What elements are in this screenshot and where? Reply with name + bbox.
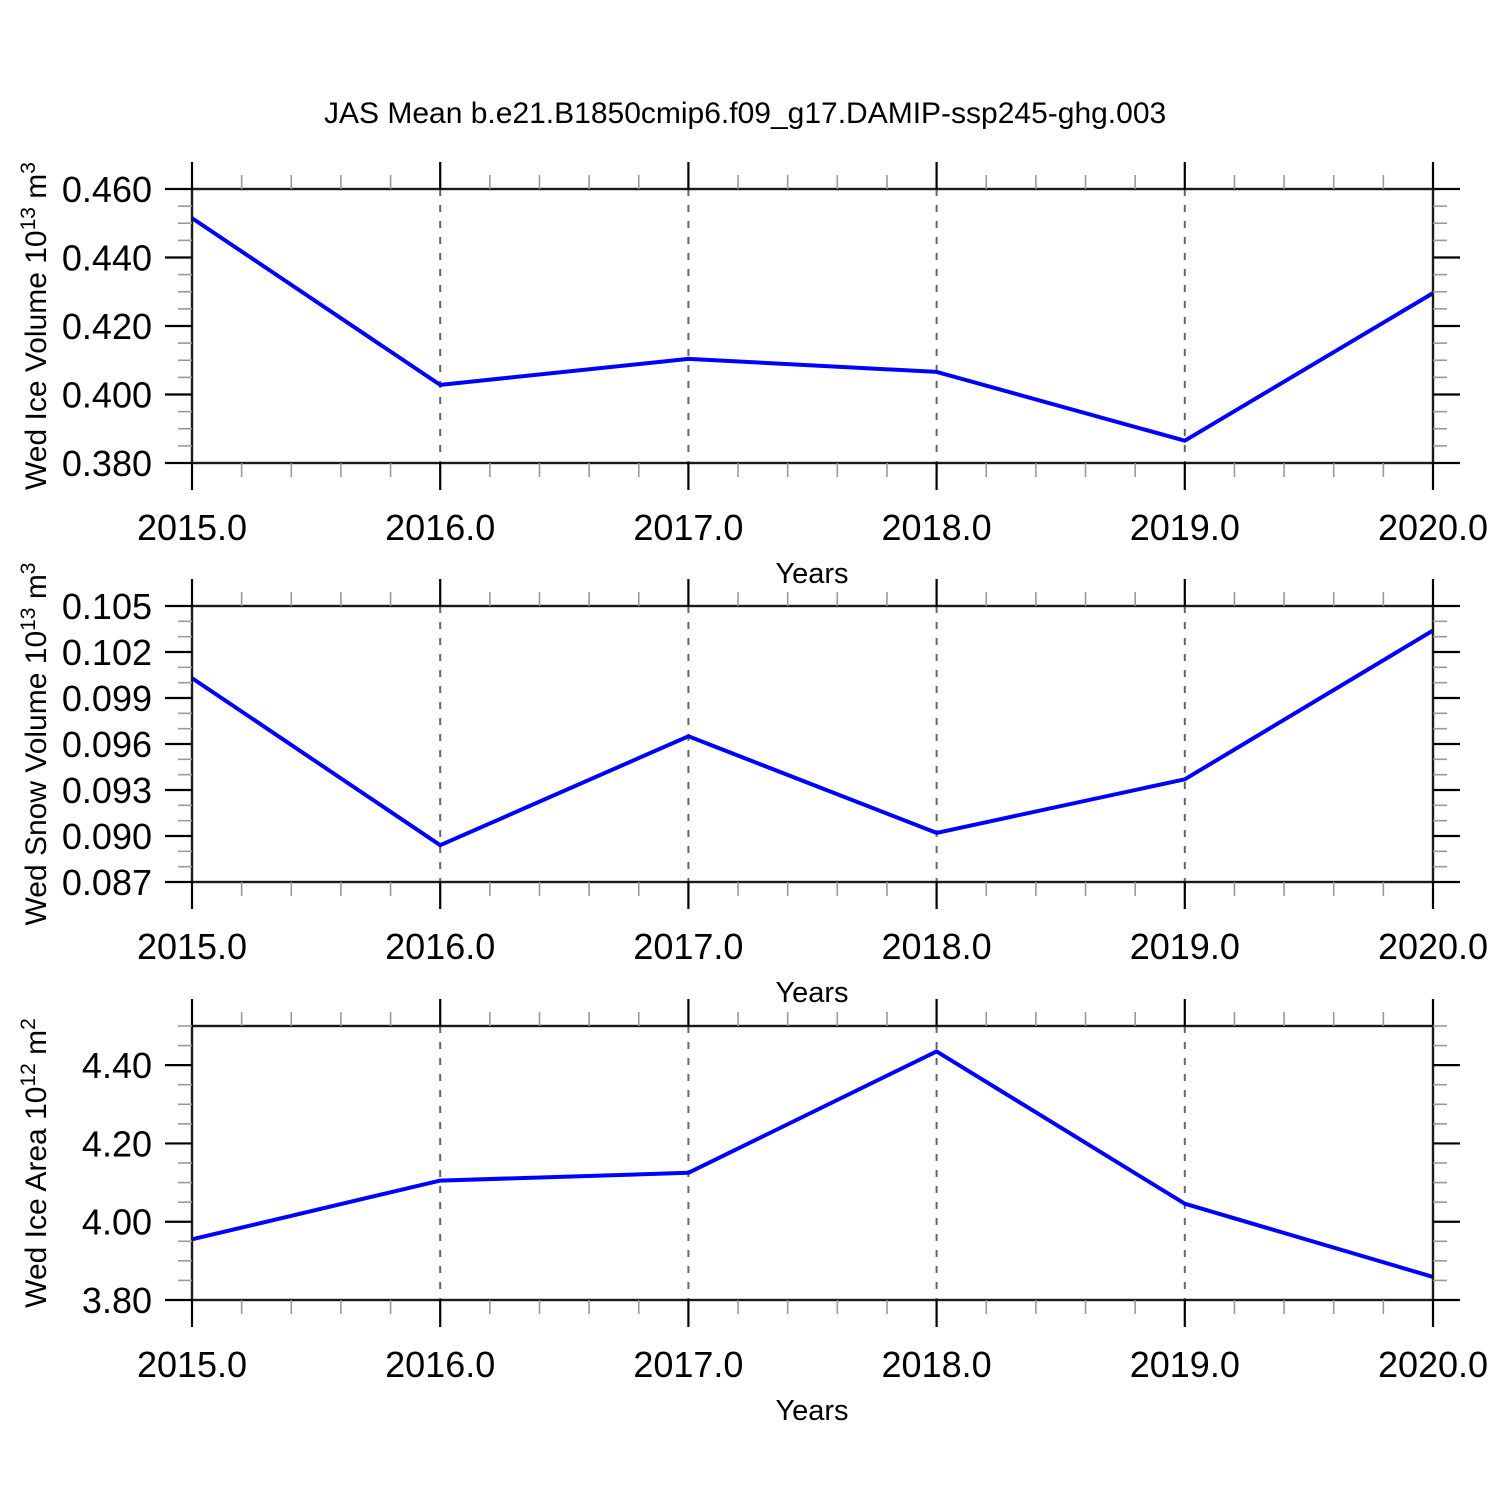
y-axis-label-text: m [20, 1030, 53, 1063]
y-tick-label: 0.099 [62, 678, 152, 719]
x-tick-label: 2015.0 [137, 507, 247, 548]
x-axis-label-panel-2: Years [775, 977, 848, 1009]
plot-frame [190, 1024, 1435, 1302]
y-axis-label-superscript: 3 [17, 162, 40, 174]
x-tick-label: 2016.0 [385, 1344, 495, 1385]
panel-2-wed-snow-volume: 0.105 0.102 0.099 0.096 0.093 0.090 0.087 2015.… [17, 563, 1488, 968]
y-axis-label-superscript: 2 [17, 1018, 40, 1030]
panel-1-wed-ice-volume: 0.460 0.440 0.420 0.400 0.380 2015.0 2016.0 201… [17, 162, 1488, 548]
x-tick-label: 2018.0 [882, 926, 992, 967]
y-axis-label: Wed Ice Area 1012 m2 [17, 1018, 53, 1308]
y-axis-label-text: Wed Ice Volume 10 [20, 230, 53, 490]
y-axis-label-superscript: 3 [17, 563, 40, 575]
y-tick-label: 0.460 [62, 169, 152, 210]
y-tick-label: 0.105 [62, 586, 152, 627]
figure-title: JAS Mean b.e21.B1850cmip6.f09_g17.DAMIP-… [324, 97, 1166, 130]
data-line-wed-ice-area [191, 1049, 1434, 1279]
x-tick-label: 2018.0 [882, 507, 992, 548]
panels-group: 0.460 0.440 0.420 0.400 0.380 2015.0 2016.0 201… [17, 162, 1488, 1385]
y-tick-label: 0.440 [62, 238, 152, 279]
panel-3-wed-ice-area: 4.40 4.20 4.00 3.80 2015.0 2016.0 2017.0 2018.0… [17, 999, 1488, 1385]
data-line-wed-ice-volume [190, 216, 1435, 443]
y-axis-label-superscript: 13 [17, 207, 40, 230]
y-axis-label-text: Wed Snow Volume 10 [20, 631, 53, 926]
y-tick-label: 4.20 [82, 1123, 152, 1164]
x-tick-label: 2019.0 [1130, 507, 1240, 548]
y-tick-label: 0.400 [62, 375, 152, 416]
y-axis-label-text: m [20, 174, 53, 207]
x-tick-label: 2018.0 [882, 1344, 992, 1385]
data-line-wed-snow-volume [190, 628, 1435, 848]
y-tick-label: 3.80 [82, 1280, 152, 1321]
y-axis-label-text: Wed Ice Area 10 [20, 1087, 53, 1308]
x-tick-label: 2017.0 [633, 1344, 743, 1385]
y-tick-label: 0.102 [62, 632, 152, 673]
y-axis-label-text: m [20, 574, 53, 607]
y-tick-label: 0.096 [62, 724, 152, 765]
y-axis-label: Wed Ice Volume 1013 m3 [17, 162, 53, 490]
x-axis-label-panel-1: Years [775, 558, 848, 590]
y-tick-label: 0.093 [62, 770, 152, 811]
x-tick-label: 2015.0 [137, 1344, 247, 1385]
x-tick-label: 2016.0 [385, 926, 495, 967]
y-axis-label-superscript: 12 [17, 1063, 40, 1086]
x-axis-label-panel-3: Years [775, 1395, 848, 1427]
x-tick-label: 2015.0 [137, 926, 247, 967]
x-tick-label: 2019.0 [1130, 926, 1240, 967]
plot-frame [190, 187, 1435, 465]
x-tick-label: 2017.0 [633, 507, 743, 548]
y-tick-label: 0.420 [62, 306, 152, 347]
y-tick-label: 0.380 [62, 443, 152, 484]
y-tick-label: 4.40 [82, 1045, 152, 1086]
x-tick-label: 2019.0 [1130, 1344, 1240, 1385]
x-tick-label: 2020.0 [1378, 1344, 1488, 1385]
x-tick-label: 2016.0 [385, 507, 495, 548]
y-axis-label-superscript: 13 [17, 608, 40, 631]
y-axis-label: Wed Snow Volume 1013 m3 [17, 563, 53, 926]
x-tick-label: 2017.0 [633, 926, 743, 967]
y-tick-label: 0.087 [62, 862, 152, 903]
y-tick-label: 0.090 [62, 816, 152, 857]
x-tick-label: 2020.0 [1378, 507, 1488, 548]
x-tick-label: 2020.0 [1378, 926, 1488, 967]
y-tick-label: 4.00 [82, 1202, 152, 1243]
